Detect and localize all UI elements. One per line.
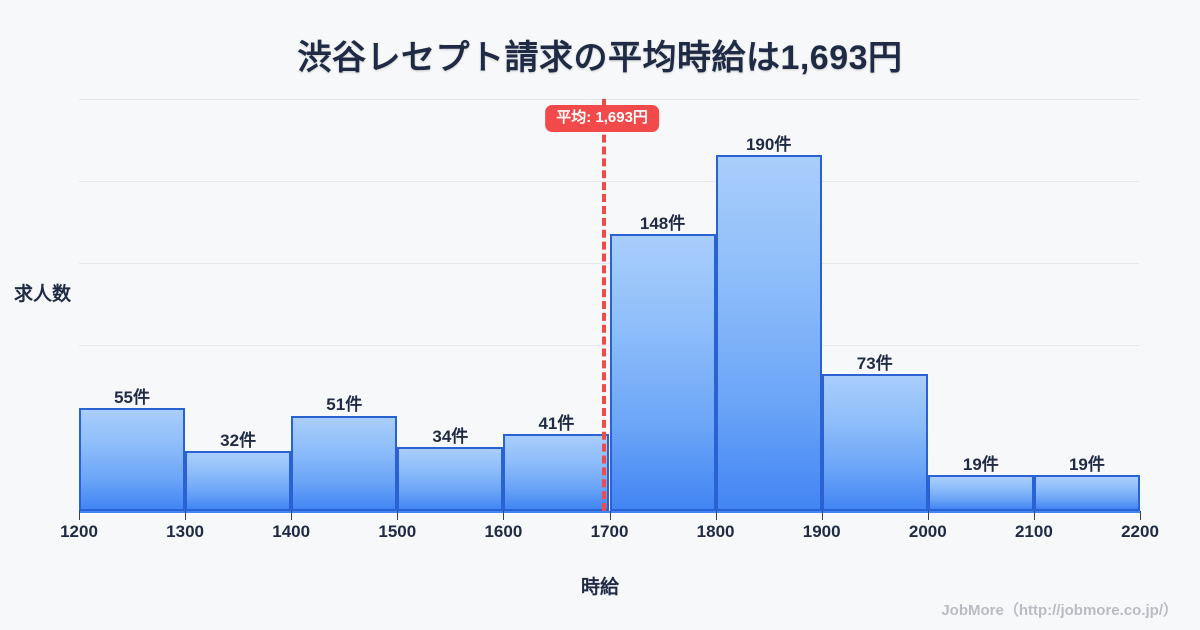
bar-value-label: 51件 [326,395,363,415]
histogram-bar [609,233,716,511]
x-axis-tick-label: 2100 [1014,522,1053,541]
bar-value-label: 41件 [538,414,575,434]
x-axis-tick-label: 1200 [60,522,98,541]
histogram-bar [821,374,928,511]
bar-value-label: 19件 [962,455,999,475]
x-axis-tick [609,511,611,520]
histogram-bar [185,451,292,511]
bar-value-label: 73件 [856,354,893,374]
histogram-bar [291,415,398,511]
gridline [79,181,1139,182]
x-axis-tick-label: 1600 [484,522,523,541]
bar-value-label: 148件 [639,213,686,233]
x-axis-tick [291,511,293,520]
x-axis-tick-label: 1800 [696,522,735,541]
histogram-bar [503,434,610,511]
bar-value-label: 32件 [220,431,257,451]
average-line [602,99,607,511]
chart-title: 渋谷レセプト請求の平均時給は1,693円 [297,39,903,77]
x-axis-tick [715,511,717,520]
x-axis-title: 時給 [580,577,619,598]
histogram-bar [1033,475,1140,511]
histogram-bar [397,447,504,511]
gridline [79,345,1139,346]
x-axis-tick [1140,511,1141,520]
histogram-bar [715,155,822,511]
gridline [79,263,1139,264]
x-axis-tick [185,511,187,520]
y-axis-title: 求人数 [14,284,72,305]
x-axis-tick [1033,511,1035,520]
footer-credit: JobMore（http://jobmore.co.jp/） [941,602,1178,619]
x-axis-tick [397,511,399,520]
x-axis-tick-label: 1500 [378,522,417,541]
histogram-bar [927,475,1034,511]
x-axis-tick-label: 1400 [272,522,311,541]
bar-value-label: 55件 [114,388,151,407]
x-axis-tick [927,511,929,520]
x-axis-tick [821,511,823,520]
x-axis-tick-label: 1700 [590,522,629,541]
bar-value-label: 19件 [1068,455,1105,475]
bar-value-label: 190件 [745,135,792,155]
histogram-bar [79,408,186,511]
x-axis-tick [503,511,505,520]
bar-value-label: 34件 [432,427,469,447]
x-axis-tick-label: 1900 [802,522,841,541]
plot-area [79,99,1140,511]
x-axis-tick-label: 2000 [908,522,947,541]
average-badge: 平均: 1,693円 [545,105,659,132]
x-axis-tick-label: 2200 [1121,522,1159,541]
gridline [79,99,1139,100]
x-axis-tick [79,511,80,520]
x-axis-tick-label: 1300 [166,522,205,541]
